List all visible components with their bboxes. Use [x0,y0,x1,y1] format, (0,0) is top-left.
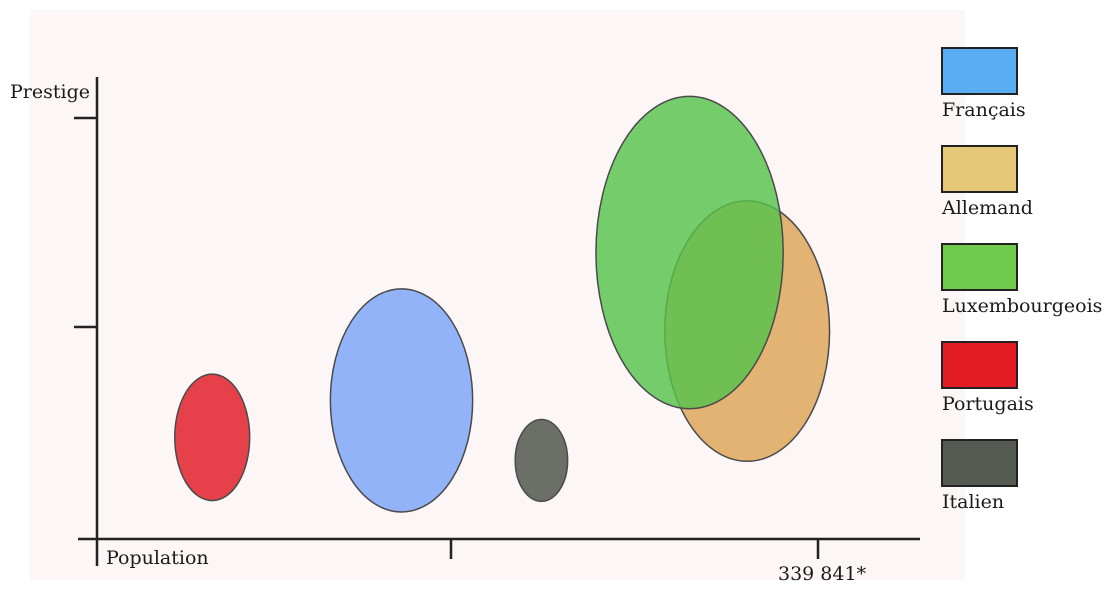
legend-label-allemand: Allemand [941,197,1033,219]
legend-swatch-allemand [941,145,1018,193]
legend-swatch-portugais [941,341,1018,389]
legend-swatch-français [941,47,1018,95]
bubbles-group [174,95,831,513]
bubble-luxembourgeois [595,95,784,410]
axes-group: Prestige Population 339 841* [10,77,920,585]
legend: Français Allemand Luxembourgeois Portugais I… [941,47,1102,513]
legend-swatch-luxembourgeois [941,243,1018,291]
y-axis-label: Prestige [10,81,90,103]
x-tick-label-2: 339 841* [778,563,867,585]
legend-swatch-italien [941,439,1018,487]
legend-label-italien: Italien [942,491,1004,513]
bubble-italien [514,418,569,503]
legend-label-français: Français [942,99,1026,121]
bubble-français [329,288,474,513]
legend-label-portugais: Portugais [942,393,1034,415]
x-axis-label: Population [106,547,209,569]
legend-label-luxembourgeois: Luxembourgeois [942,295,1102,317]
bubble-portugais [174,373,251,502]
